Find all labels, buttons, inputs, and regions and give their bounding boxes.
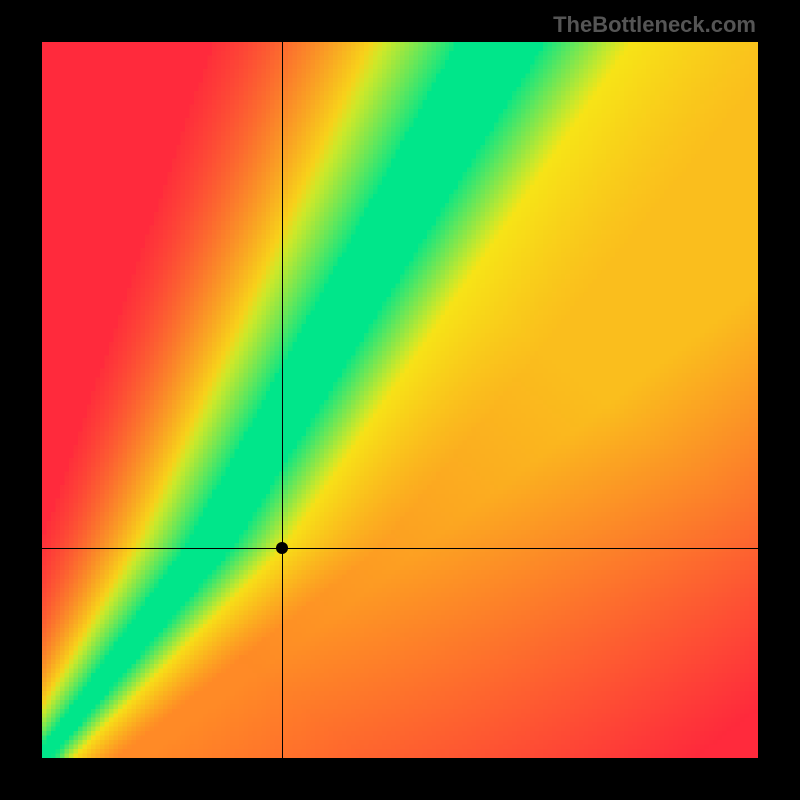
selected-point-marker xyxy=(276,542,288,554)
watermark-text: TheBottleneck.com xyxy=(553,12,756,38)
crosshair-horizontal xyxy=(42,548,758,549)
crosshair-vertical xyxy=(282,42,283,758)
bottleneck-heatmap xyxy=(42,42,758,758)
